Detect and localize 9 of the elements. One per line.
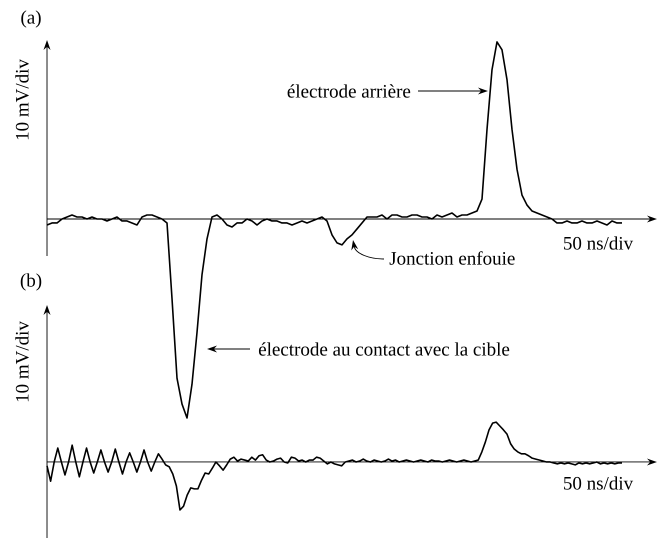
x-axis-title: 50 ns/div <box>564 236 634 250</box>
annotation: électrode arrière <box>288 84 410 98</box>
annotation: électrode au contact avec la cible <box>258 342 510 356</box>
chart-title: (b) <box>20 273 42 290</box>
y-axis-title: 10 mV/div <box>15 320 29 402</box>
annotation: Jonction enfouie <box>390 250 515 265</box>
chart-title: (a) <box>21 10 41 28</box>
y-axis-title: 10 mV/div <box>15 58 29 140</box>
x-axis-title: 50 ns/div <box>564 476 634 490</box>
